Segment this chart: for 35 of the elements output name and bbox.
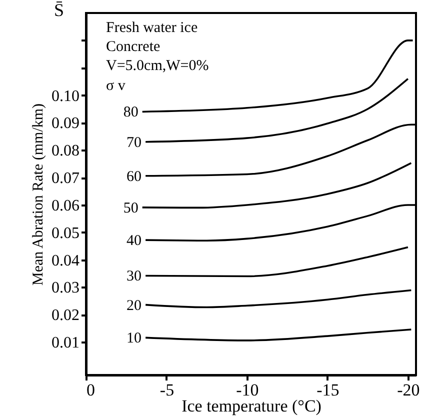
line-series [144, 78, 409, 143]
y-tick-label: 0.05 [52, 224, 80, 242]
y-tick-label: 0.10 [52, 88, 80, 105]
legend-title: σ v [106, 78, 126, 94]
series-label: 70 [126, 134, 142, 151]
series-label: 60 [126, 168, 142, 185]
series-label: 80 [123, 104, 138, 121]
annotation: Concrete [106, 39, 160, 55]
line-series [144, 328, 412, 342]
series-label: 30 [126, 268, 142, 285]
y-tick-label: 0.03 [52, 280, 80, 297]
line-series [144, 246, 409, 278]
x-tick-label: -20 [397, 380, 420, 400]
y-tick-label: 0.01 [52, 334, 80, 352]
line-series [141, 162, 412, 209]
x-tick-label: -15 [316, 380, 340, 400]
text: S̄ [54, 0, 64, 20]
series-label: 50 [123, 200, 138, 216]
annotation: V=5.0cm,W=0% [106, 58, 209, 74]
y-tick-label: 0.06 [52, 197, 80, 214]
x-tick-label: -10 [236, 380, 259, 400]
y-tick-label: 0.02 [52, 307, 80, 324]
x-tick-label: 0 [86, 380, 95, 400]
series-label: 40 [126, 233, 142, 250]
annotation: Fresh water ice [106, 20, 198, 36]
y-tick-label: 0.08 [52, 142, 80, 160]
series-label: 20 [126, 298, 142, 314]
y-tick-label: 0.04 [52, 252, 80, 270]
line-series [144, 289, 412, 308]
y-axis-title: Mean Abration Rate (mm/km) [30, 103, 46, 286]
series-label: 10 [126, 330, 142, 347]
y-tick-label: 0.07 [52, 170, 80, 188]
y-tick-label: 0.09 [52, 115, 80, 132]
x-tick-label: -5 [160, 380, 174, 400]
x-axis-title: Ice temperature (°C) [182, 396, 322, 416]
